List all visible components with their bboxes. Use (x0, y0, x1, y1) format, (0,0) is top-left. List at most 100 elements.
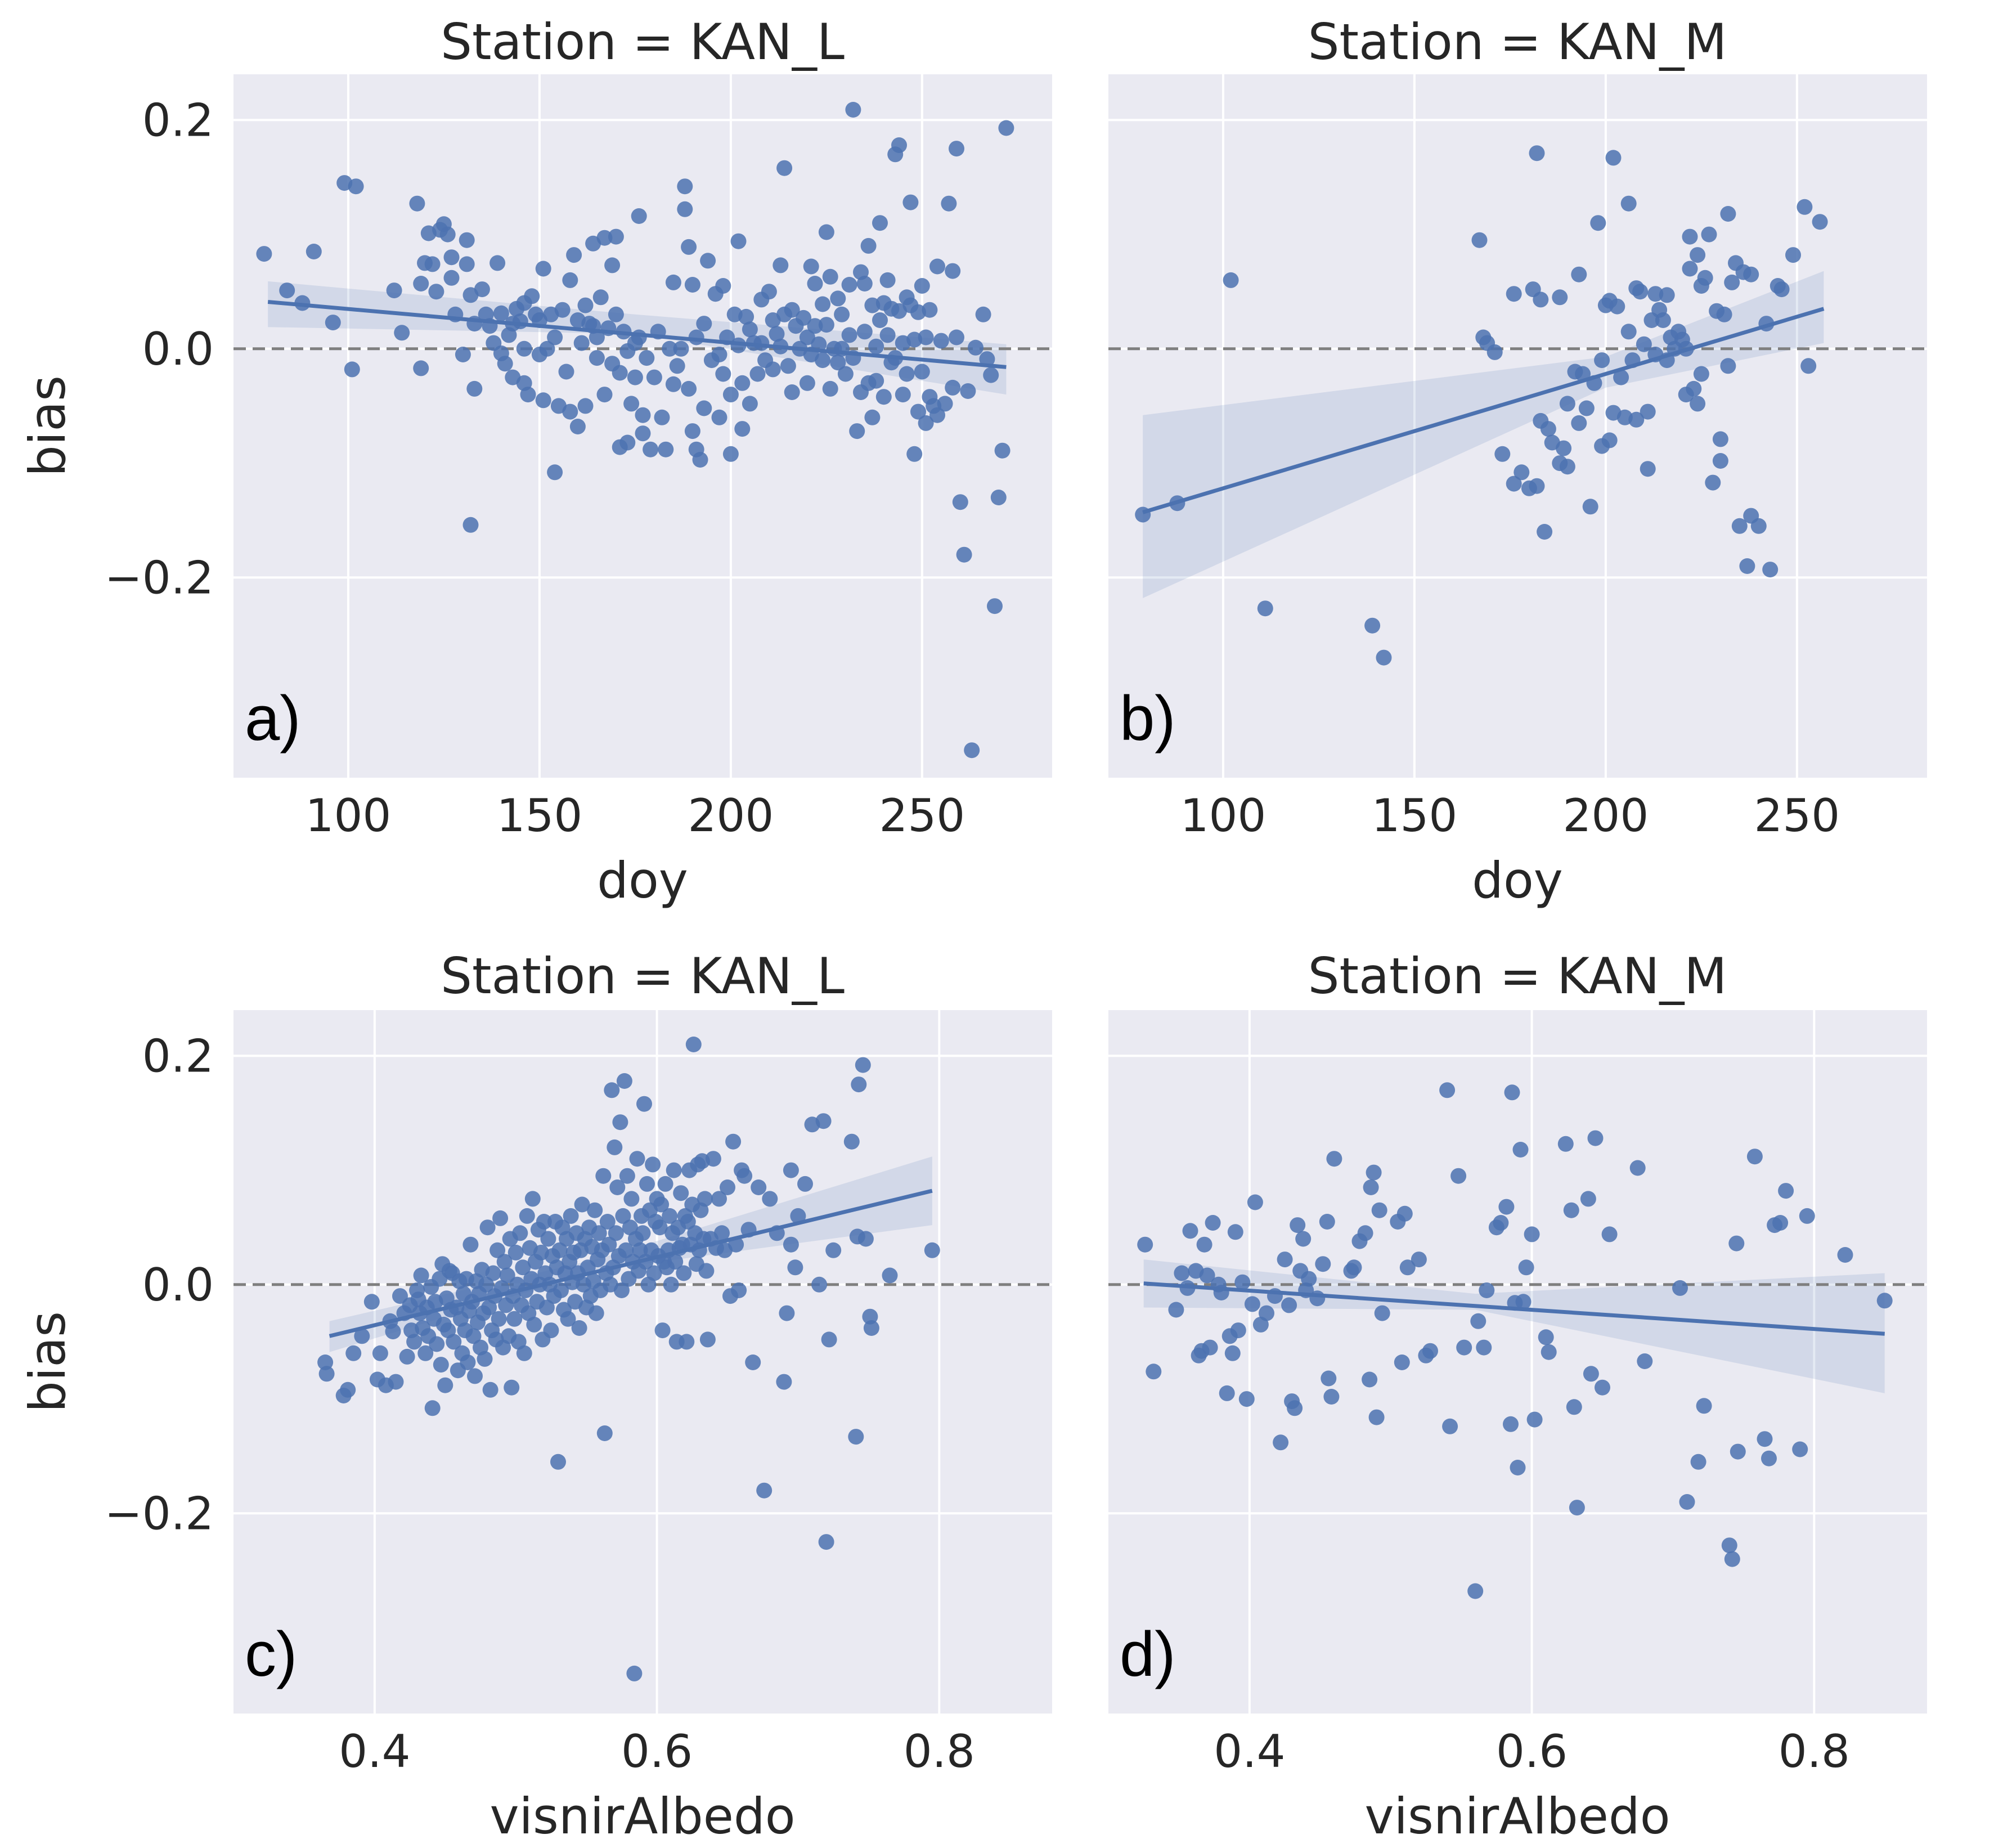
data-point (762, 1191, 778, 1207)
data-point (1620, 324, 1637, 340)
data-point (765, 361, 781, 378)
panel-d-xtick-label: 0.4 (1214, 1725, 1285, 1778)
data-point (815, 352, 831, 369)
data-point (1396, 1205, 1413, 1222)
data-point (776, 1374, 792, 1390)
data-point (843, 1133, 860, 1150)
data-point (1538, 1329, 1554, 1345)
data-point (1628, 411, 1645, 428)
data-point (1309, 1290, 1326, 1307)
data-point (466, 380, 483, 397)
data-point (1146, 1363, 1162, 1380)
data-point (1471, 232, 1488, 248)
data-point (652, 1219, 668, 1236)
data-point (677, 201, 693, 217)
data-point (1498, 1199, 1515, 1215)
data-point (631, 329, 647, 346)
data-point (1580, 1191, 1596, 1207)
data-point (363, 1294, 380, 1310)
data-point (279, 282, 295, 299)
data-point (639, 1176, 655, 1192)
data-point (1582, 499, 1598, 515)
data-point (482, 1381, 498, 1398)
data-point (1174, 1265, 1190, 1281)
data-point (609, 1179, 626, 1195)
data-point (658, 441, 674, 457)
data-point (1422, 1343, 1438, 1359)
data-point (543, 1322, 559, 1339)
data-point (811, 1276, 828, 1293)
panel-a-xtick-label: 200 (688, 790, 774, 842)
data-point (1672, 1280, 1688, 1296)
data-point (607, 1139, 623, 1155)
data-point (589, 329, 605, 346)
data-point (1301, 1271, 1317, 1287)
data-point (539, 340, 555, 357)
data-point (657, 1176, 673, 1192)
data-point (730, 233, 747, 249)
data-point (1529, 145, 1545, 162)
data-point (1762, 562, 1779, 578)
data-point (524, 288, 540, 304)
data-point (1257, 600, 1273, 617)
data-point (779, 1305, 795, 1321)
data-point (1244, 1296, 1260, 1312)
data-point (1792, 1441, 1808, 1457)
data-point (516, 1345, 532, 1361)
panel-a-ytick-label: 0.0 (142, 323, 214, 375)
data-point (348, 178, 364, 195)
data-point (1199, 1267, 1215, 1284)
panel-d-xtick-label: 0.6 (1496, 1725, 1568, 1778)
data-point (681, 239, 697, 255)
data-point (1640, 403, 1656, 420)
data-point (1590, 215, 1606, 231)
data-point (520, 387, 536, 403)
data-point (684, 277, 700, 293)
data-point (595, 1168, 612, 1184)
data-point (663, 1276, 679, 1293)
data-point (512, 313, 528, 329)
data-point (1533, 291, 1549, 308)
data-point (491, 1311, 507, 1327)
panel-a-ytick-label: 0.2 (142, 94, 214, 146)
data-point (807, 318, 823, 334)
data-point (731, 1282, 747, 1298)
data-point (1799, 1208, 1815, 1224)
data-point (467, 1368, 483, 1384)
data-point (535, 261, 551, 277)
data-point (465, 1328, 482, 1344)
data-point (1281, 1297, 1297, 1313)
data-point (918, 329, 934, 346)
panel-c-ytick-label: −0.2 (105, 1487, 214, 1540)
data-point (722, 387, 739, 403)
data-point (751, 1179, 767, 1195)
data-point (1368, 1409, 1385, 1425)
data-point (811, 336, 827, 352)
panel-a-ylabel: bias (19, 375, 77, 477)
data-point (635, 1225, 651, 1241)
data-point (596, 230, 613, 246)
data-point (1277, 1252, 1293, 1268)
data-point (1363, 1179, 1379, 1195)
data-point (918, 415, 934, 431)
data-point (1728, 1235, 1745, 1252)
data-point (409, 195, 425, 212)
data-point (550, 1454, 566, 1470)
data-point (862, 1308, 878, 1325)
data-point (639, 350, 655, 366)
data-point (1724, 274, 1740, 290)
data-point (1510, 1460, 1526, 1475)
panel-a-letter: a) (245, 683, 301, 753)
data-point (1837, 1247, 1853, 1263)
panel-d-points (1137, 1082, 1893, 1599)
data-point (665, 274, 681, 290)
data-point (1655, 312, 1671, 328)
data-point (845, 102, 861, 118)
data-point (1812, 214, 1828, 230)
data-point (1512, 1142, 1529, 1158)
data-point (1750, 518, 1767, 534)
panel-c-ytick-label: 0.0 (142, 1259, 214, 1311)
data-point (667, 1254, 684, 1270)
data-point (604, 1082, 620, 1098)
data-point (1679, 1494, 1695, 1510)
